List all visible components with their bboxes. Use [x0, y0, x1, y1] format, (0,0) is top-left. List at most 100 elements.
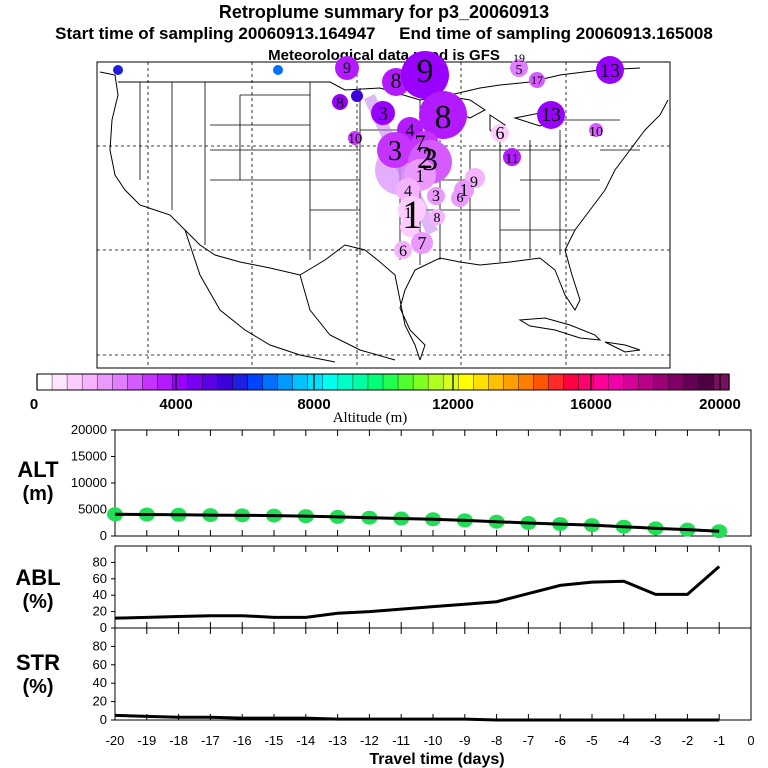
chart-title: Retroplume summary for p3_20060913 — [218, 2, 550, 22]
plume-circle — [400, 217, 420, 237]
x-tick-label: 0 — [747, 733, 754, 748]
plume-circle — [589, 123, 603, 137]
colorbar-label: Altitude (m) — [333, 410, 408, 426]
colorbar-cell — [653, 373, 670, 391]
plume-label: 3 — [378, 103, 388, 125]
x-tick-label: -8 — [491, 733, 503, 748]
str-label: STR — [16, 650, 60, 675]
x-tick-label: -9 — [459, 733, 471, 748]
colorbar-cell — [578, 373, 595, 391]
x-tick-label: -7 — [523, 733, 535, 748]
colorbar-cell — [292, 373, 309, 391]
colorbar-cell — [262, 373, 279, 391]
abl-label: ABL — [15, 565, 60, 590]
plume-circle — [451, 189, 469, 207]
y-tick-label: 20 — [93, 694, 107, 709]
plume-label: 6 — [399, 243, 407, 260]
y-tick-label: 15000 — [71, 449, 107, 464]
plume-label: 1 — [460, 180, 469, 200]
x-tick-label: -14 — [296, 733, 315, 748]
y-tick-label: 60 — [93, 657, 107, 672]
colorbar-tick-label: 16000 — [570, 396, 612, 413]
y-tick-label: 10000 — [71, 475, 107, 490]
colorbar-cell — [623, 373, 640, 391]
sampling-times: Start time of sampling 20060913.164947 E… — [0, 24, 768, 44]
plume-circle — [429, 209, 445, 225]
x-tick-label: -19 — [137, 733, 156, 748]
colorbar-cell — [473, 373, 490, 391]
colorbar-cell — [307, 373, 324, 391]
plume-label: 2 — [417, 139, 433, 175]
colorbar-cell — [36, 373, 53, 391]
colorbar-cell — [427, 373, 444, 391]
str-series-line — [114, 713, 720, 722]
x-tick-label: -15 — [265, 733, 284, 748]
alt-scatter-point — [173, 508, 180, 515]
plume-circle — [351, 90, 363, 102]
alt-scatter-point — [718, 528, 726, 536]
colorbar-cell — [518, 373, 535, 391]
y-tick-label: 60 — [93, 571, 107, 586]
plume-label: 6 — [457, 191, 464, 206]
colorbar-tick-label: 8000 — [297, 396, 330, 413]
x-tick-label: -18 — [169, 733, 188, 748]
mexico-outline — [184, 229, 396, 363]
start-time-label: Start time of sampling 20060913.164947 — [55, 24, 376, 43]
colorbar-cell — [563, 373, 580, 391]
plume-label: 9 — [343, 60, 351, 77]
alt-mean-line — [114, 512, 720, 533]
plume-circle — [113, 65, 123, 75]
plume-label: 1 — [416, 166, 425, 186]
colorbar-cell — [713, 373, 730, 391]
plume-circle — [491, 124, 509, 142]
colorbar-cell — [458, 373, 474, 391]
plume-circle — [401, 51, 449, 99]
colorbar-cell — [142, 373, 159, 391]
x-tick-label: -11 — [392, 733, 410, 748]
plume-label: 1 — [402, 192, 422, 237]
alt-label: ALT — [17, 457, 59, 482]
plume-circle — [529, 72, 545, 88]
x-tick-label: -10 — [424, 733, 443, 748]
colorbar-cell — [51, 373, 68, 391]
y-tick-label: 5000 — [78, 502, 107, 517]
x-tick-label: -5 — [586, 733, 598, 748]
y-tick-label: 40 — [93, 587, 107, 602]
colorbar-cell — [247, 373, 264, 391]
plume-label: 13 — [541, 104, 561, 126]
y-tick-label: 0 — [100, 620, 107, 635]
colorbar-cell — [367, 373, 384, 391]
abl-unit-label: (%) — [22, 591, 53, 613]
plume-label: 13 — [600, 60, 620, 82]
colorbar-tick-label: 12000 — [432, 396, 474, 413]
y-tick-label: 80 — [93, 554, 107, 569]
colorbar-cell — [96, 373, 113, 391]
cuba-outline — [518, 317, 641, 353]
plume-label: 4 — [404, 183, 412, 200]
alt-unit-label: (m) — [22, 483, 53, 505]
plume-label: 3 — [388, 136, 402, 167]
plume-circle — [335, 56, 359, 80]
x-tick-label: -13 — [328, 733, 347, 748]
abl-series-line — [114, 565, 721, 620]
x-tick-label: -17 — [201, 733, 220, 748]
colorbar-cell — [172, 373, 189, 391]
plume-label: 9 — [417, 53, 434, 90]
y-tick-label: 20000 — [71, 422, 107, 437]
canada-border — [118, 67, 641, 101]
plume-circle — [377, 132, 413, 168]
end-time-label: End time of sampling 20060913.165008 — [399, 24, 713, 43]
plume-label: 9 — [470, 174, 478, 191]
plume-circles — [113, 51, 624, 259]
colorbar-cell — [322, 373, 339, 391]
x-tick-label: -1 — [713, 733, 725, 748]
plume-circle — [398, 196, 426, 224]
x-tick-label: -4 — [618, 733, 630, 748]
plume-circle — [371, 101, 395, 125]
plume-label: 8 — [336, 95, 344, 112]
alt-scatter-point — [110, 507, 116, 514]
colorbar-cell — [277, 373, 294, 391]
x-tick-label: -6 — [554, 733, 566, 748]
